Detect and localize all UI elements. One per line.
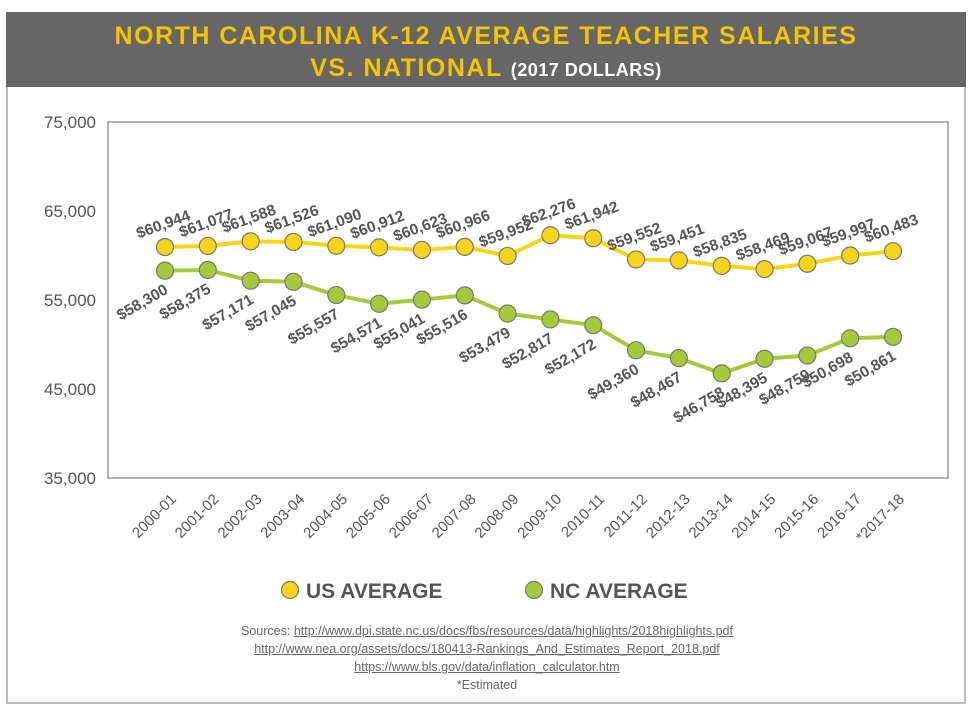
x-tick-label: 2004-05 (300, 491, 351, 542)
us-data-point (155, 237, 175, 257)
nc-legend-marker (524, 580, 544, 600)
x-tick-label: 2011-12 (601, 491, 651, 541)
sources: Sources: http://www.dpi.state.nc.us/docs… (0, 622, 974, 694)
nc-data-point (541, 310, 560, 329)
us-legend-marker (280, 580, 300, 600)
nc-data-point (798, 346, 817, 365)
nc-data-point (327, 285, 346, 305)
us-legend-label: US AVERAGE (306, 580, 443, 603)
x-tick-label: 2002-03 (215, 491, 266, 542)
nc-data-point (669, 349, 688, 368)
us-data-point (841, 246, 860, 265)
nc-data-point (584, 316, 603, 335)
nc-data-point (370, 294, 389, 313)
sources-prefix: Sources: (241, 624, 291, 638)
x-tick-label: 2009-10 (514, 491, 565, 542)
plot-area (107, 121, 949, 479)
nc-data-point (284, 272, 303, 291)
nc-legend-label: NC AVERAGE (550, 580, 688, 603)
us-data-point (412, 240, 432, 260)
y-tick-label: 65,000 (44, 202, 96, 221)
us-data-point (883, 242, 903, 261)
us-data-point (541, 226, 560, 245)
x-tick-label: 2008-09 (471, 491, 522, 542)
y-tick-label: 55,000 (44, 291, 96, 310)
us-data-point (669, 251, 688, 270)
nc-data-point (883, 327, 903, 346)
us-data-point (755, 260, 774, 279)
nc-data-point (455, 286, 474, 305)
us-data-point (584, 229, 603, 248)
us-data-point (327, 236, 346, 255)
chart-title-line2: VS. NATIONAL (2017 DOLLARS) (6, 54, 966, 83)
us-data-point (198, 236, 217, 256)
us-data-point (712, 256, 731, 275)
nc-data-point (841, 329, 860, 348)
nc-data-point (412, 290, 432, 309)
source-link-dpi[interactable]: http://www.dpi.state.nc.us/docs/fbs/reso… (293, 624, 733, 638)
chart-title-line1: NORTH CAROLINA K-12 AVERAGE TEACHER SALA… (114, 22, 858, 50)
x-tick-label: 2014-15 (728, 491, 779, 542)
x-tick-label: 2005-06 (343, 491, 394, 542)
nc-data-point (626, 341, 646, 360)
x-tick-label: 2006-07 (386, 491, 437, 542)
source-link-bls[interactable]: https://www.bls.gov/data/inflation_calcu… (354, 660, 620, 674)
chart-title-main: VS. NATIONAL (310, 54, 503, 82)
y-tick-label: 35,000 (44, 469, 96, 488)
nc-data-point (198, 260, 217, 280)
us-data-point (798, 254, 817, 273)
chart-title-sub: (2017 DOLLARS) (510, 60, 662, 80)
x-tick-label: 2000-01 (129, 491, 180, 542)
chart-header: NORTH CAROLINA K-12 AVERAGE TEACHER SALA… (6, 12, 966, 87)
x-tick-label: 2013-14 (686, 491, 737, 542)
nc-data-point (755, 349, 774, 368)
x-tick-label: 2003-04 (257, 491, 308, 542)
us-data-point (241, 232, 260, 251)
y-tick-label: 45,000 (44, 380, 96, 399)
nc-data-point (498, 304, 517, 323)
us-data-point (626, 250, 646, 269)
y-tick-label: 75,000 (44, 113, 96, 132)
estimated-note: *Estimated (456, 678, 518, 692)
nc-data-point (712, 364, 731, 383)
us-data-point (455, 237, 474, 257)
x-tick-label: 2001-02 (172, 491, 223, 542)
x-tick-label: 2010-11 (558, 491, 608, 541)
us-data-point (370, 238, 389, 257)
nc-data-point (155, 261, 175, 280)
us-data-point (498, 246, 517, 266)
nc-data-label: $50,861 (842, 347, 899, 390)
source-link-nea[interactable]: http://www.nea.org/assets/docs/180413-Ra… (254, 642, 720, 656)
x-tick-label: 2015-16 (771, 491, 822, 542)
nc-data-point (241, 271, 260, 290)
x-tick-label: 2007-08 (429, 491, 480, 542)
us-data-point (284, 232, 303, 252)
x-tick-label: 2012-13 (643, 491, 694, 542)
